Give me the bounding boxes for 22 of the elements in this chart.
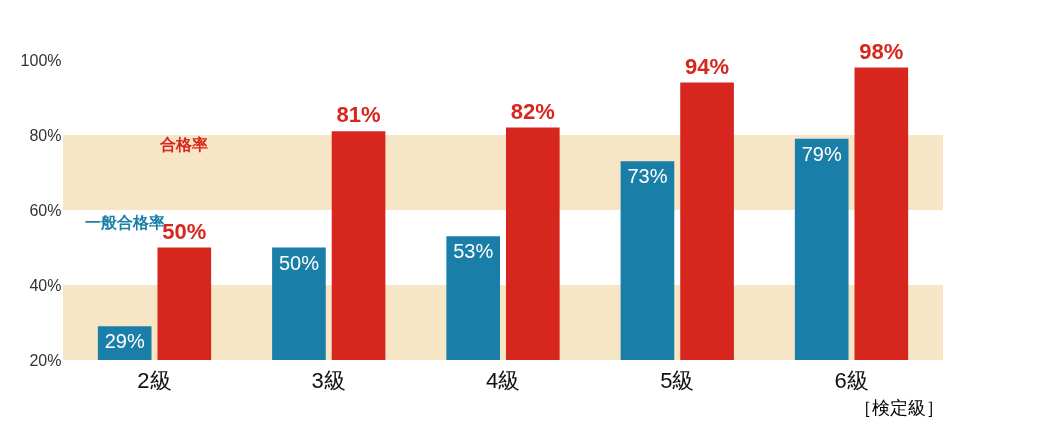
data-label: 29% bbox=[104, 330, 145, 353]
y-tick-label: 100% bbox=[20, 51, 62, 69]
data-label: 94% bbox=[685, 53, 730, 79]
x-axis-title: ［検定級］ bbox=[853, 397, 944, 418]
data-label: 73% bbox=[627, 165, 668, 188]
x-tick-label: 2級 bbox=[137, 367, 172, 393]
x-tick-label: 4級 bbox=[485, 367, 521, 393]
data-label: 50% bbox=[278, 251, 320, 274]
text: 合格率 bbox=[159, 134, 209, 153]
data-label: 81% bbox=[336, 102, 381, 128]
y-tick-label: 60% bbox=[29, 201, 62, 219]
text: 一般合格率 bbox=[84, 213, 165, 232]
y-tick-label: 20% bbox=[29, 351, 62, 369]
data-label: 53% bbox=[453, 240, 494, 263]
x-tick-label: 3級 bbox=[311, 367, 346, 393]
data-label: 82% bbox=[510, 98, 555, 124]
x-tick-label: 5級 bbox=[660, 367, 695, 393]
x-tick-label: 6級 bbox=[834, 367, 869, 393]
y-tick-label: 80% bbox=[29, 126, 62, 144]
data-label: 98% bbox=[859, 38, 904, 64]
y-tick-label: 40% bbox=[29, 276, 62, 294]
data-label: 79% bbox=[801, 142, 842, 165]
